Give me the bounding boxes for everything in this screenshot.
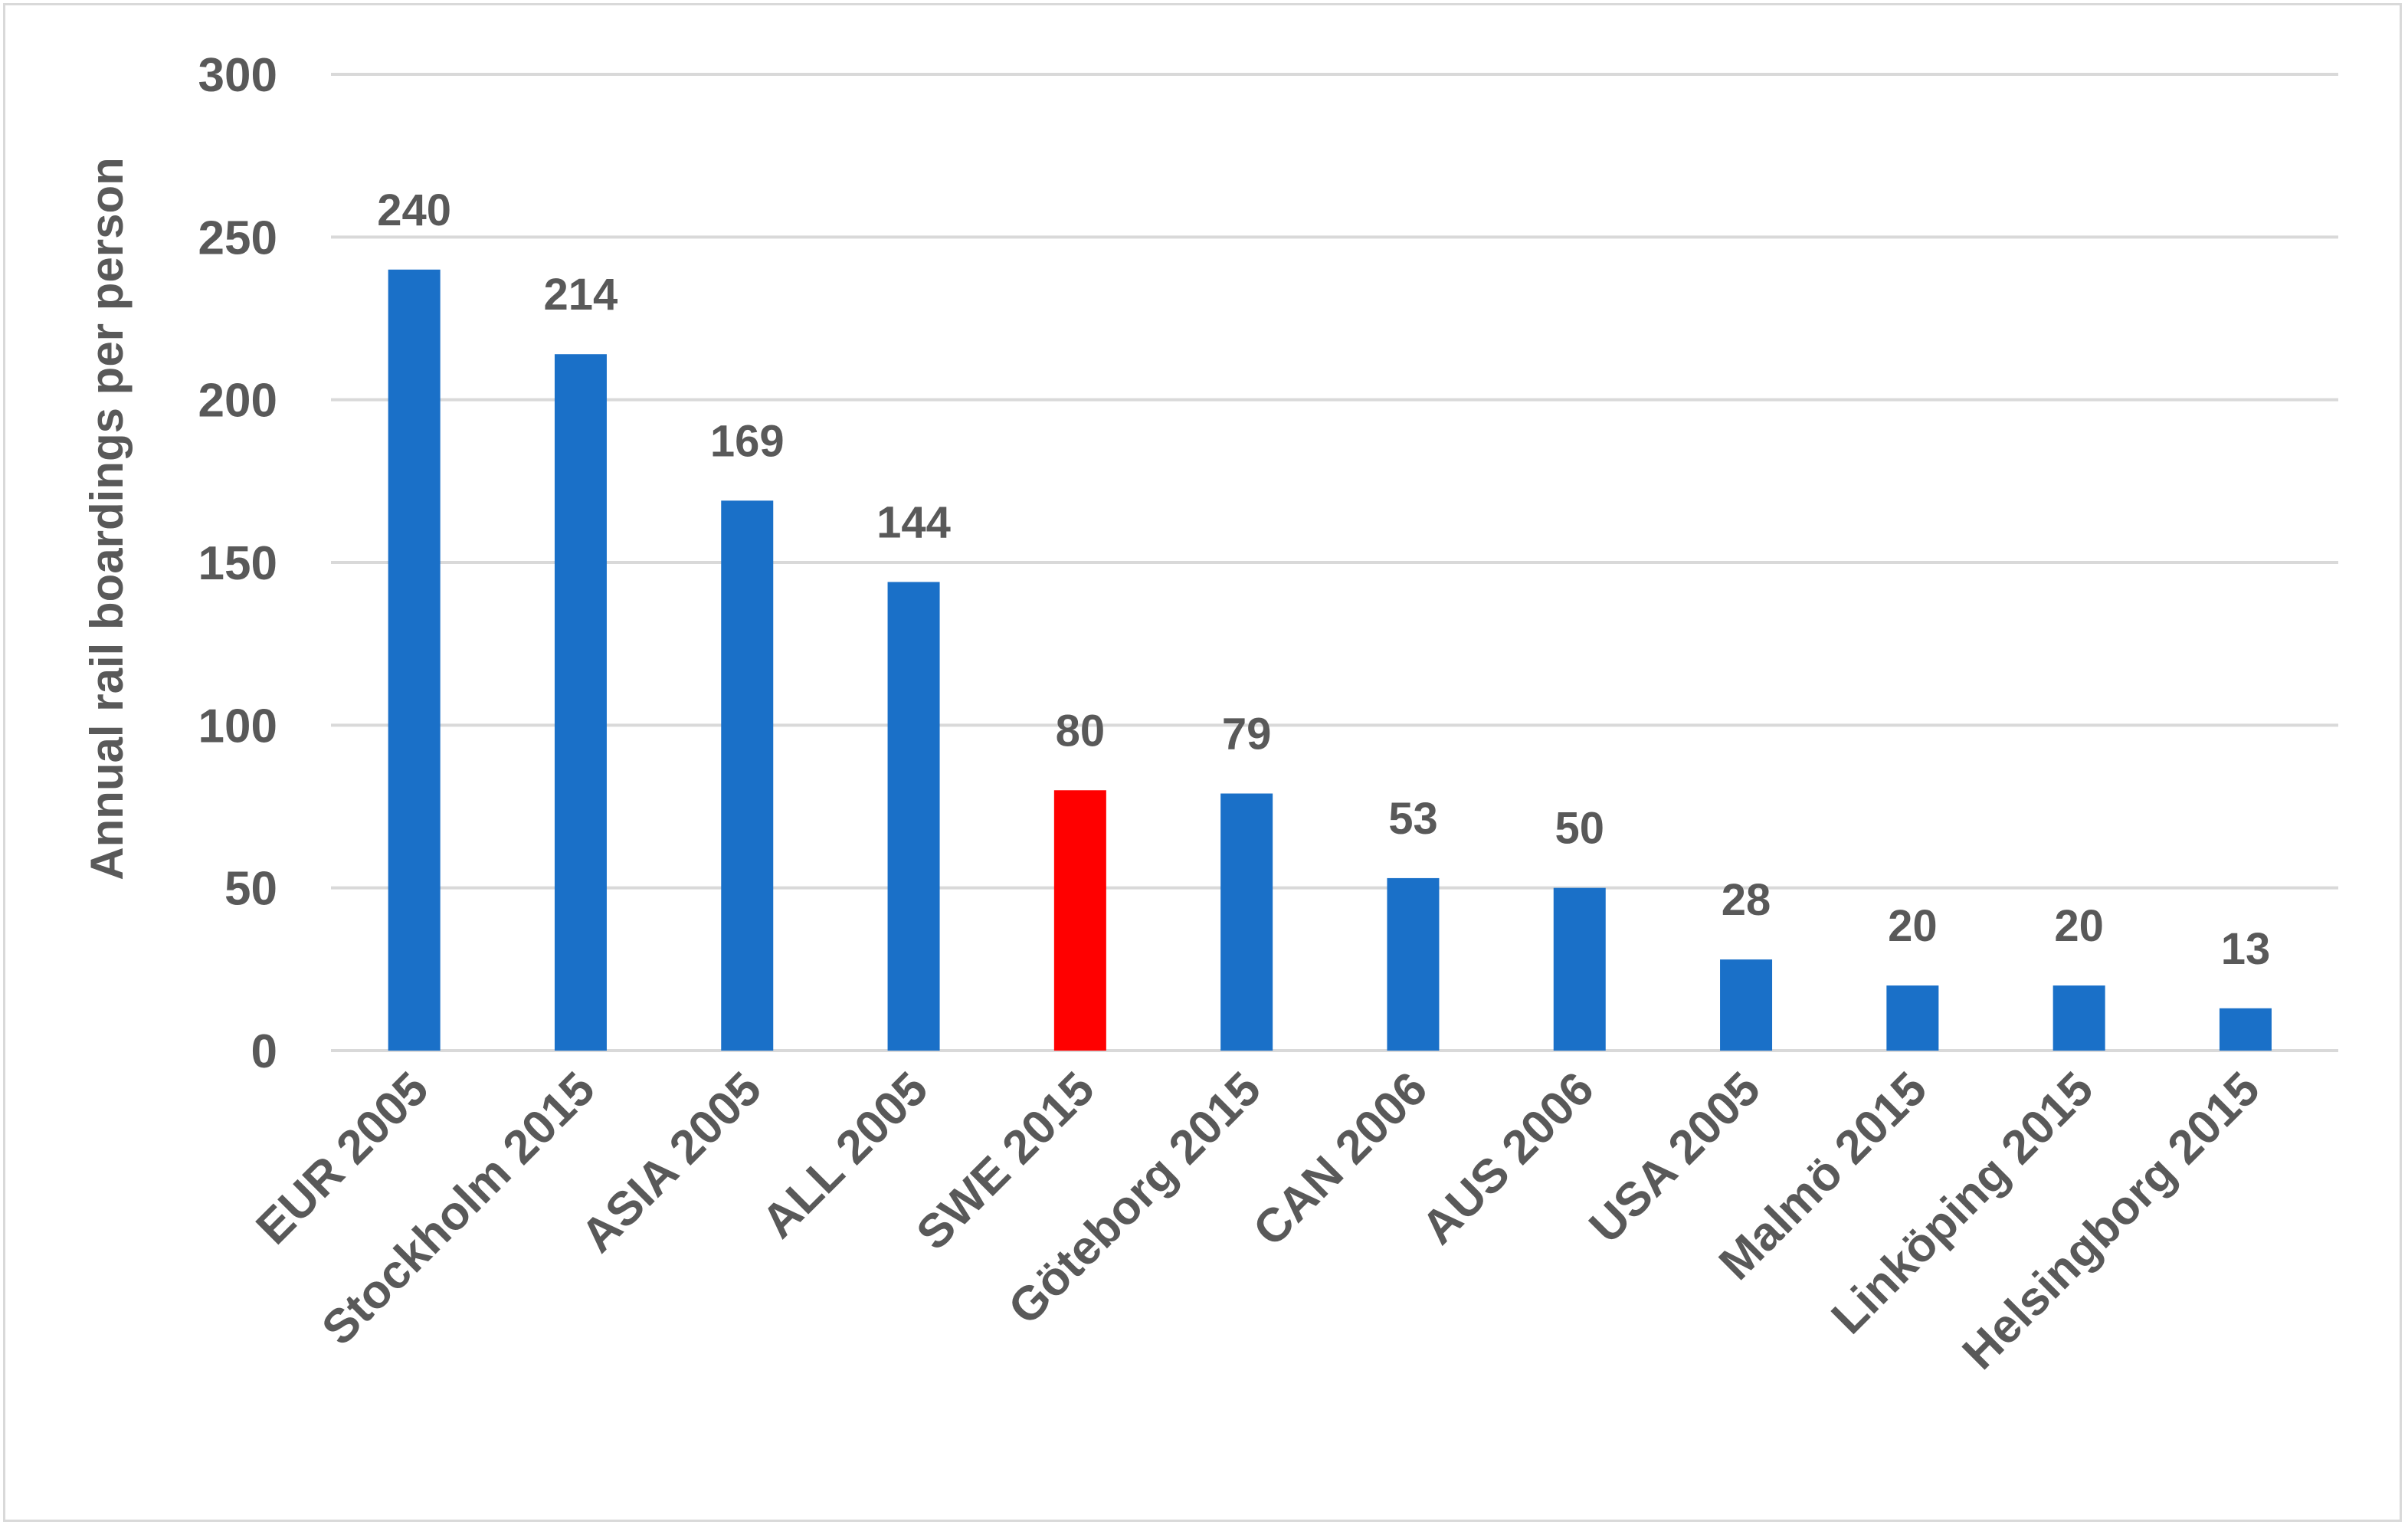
data-label: 53 [1388,794,1438,844]
y-tick-label: 250 [198,211,277,264]
data-label: 28 [1722,875,1771,925]
y-tick-label: 0 [251,1025,277,1078]
bar [1553,887,1606,1051]
x-tick-label: Helsingborg 2015 [1953,1062,2270,1379]
x-tick-label: Stockholm 2015 [312,1062,605,1356]
bar [388,269,441,1051]
y-tick-label: 150 [198,537,277,590]
x-tick-label: ASIA 2005 [572,1062,772,1263]
data-label: 20 [2054,901,2104,951]
bar [1886,985,1939,1051]
data-label: 214 [544,270,618,320]
bar [721,500,774,1051]
chart-frame: 0 50 100 150 200 250 300 240 214 169 144 80 79 53 50 2… [3,3,2402,1522]
bar [1720,959,1773,1051]
bar [1220,793,1273,1051]
bar [1387,877,1440,1051]
data-label: 79 [1222,710,1272,759]
y-tick-label: 50 [224,863,277,916]
data-label: 144 [876,497,951,547]
bar [887,582,940,1051]
bar [1053,790,1106,1051]
x-tick-label: AUS 2006 [1412,1062,1604,1254]
data-label: 20 [1888,901,1938,951]
bar [2219,1008,2272,1051]
y-tick-label: 300 [198,49,277,102]
data-labels: 240 214 169 144 80 79 53 50 28 20 20 13 [377,185,2270,974]
y-axis-ticks: 0 50 100 150 200 250 300 [198,49,277,1078]
data-label: 80 [1056,706,1106,756]
data-label: 13 [2221,924,2271,974]
gridlines [331,73,2338,1052]
x-tick-label: CAN 2006 [1243,1062,1437,1256]
bars [388,269,2272,1051]
bar [554,354,607,1051]
y-axis-title: Annual rail boardings per person [81,157,133,880]
data-label: 50 [1555,804,1604,854]
y-tick-label: 100 [198,700,277,753]
data-label: 240 [377,185,451,235]
y-tick-label: 200 [198,375,277,428]
bar [2053,985,2105,1051]
data-label: 169 [710,416,785,466]
